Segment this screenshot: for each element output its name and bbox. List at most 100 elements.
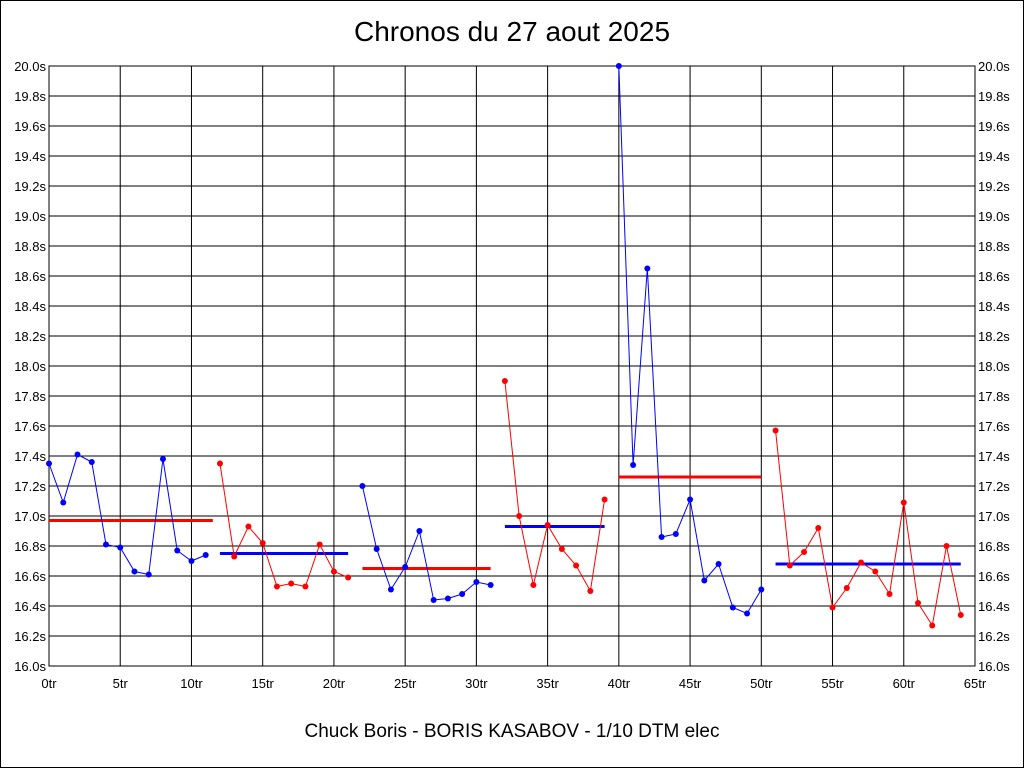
series-line	[361, 485, 491, 601]
data-point	[544, 522, 551, 528]
y-tick-label-left: 16.0s	[14, 659, 46, 674]
y-tick-label-left: 17.4s	[14, 449, 46, 464]
x-tick-label: 60tr	[893, 676, 916, 691]
data-point	[530, 582, 537, 588]
data-point	[601, 496, 608, 503]
y-tick-label-right: 17.2s	[978, 479, 1010, 494]
data-point	[416, 528, 423, 534]
data-point	[957, 612, 964, 618]
data-point	[259, 540, 266, 546]
data-point	[102, 541, 109, 548]
data-point	[373, 546, 380, 552]
y-tick-label-left: 18.2s	[14, 329, 46, 344]
data-point	[459, 591, 466, 597]
data-point	[644, 265, 651, 272]
x-tick-label: 25tr	[394, 676, 417, 691]
series-line	[48, 453, 206, 576]
y-tick-label-right: 16.8s	[978, 539, 1010, 554]
data-point	[687, 496, 694, 503]
data-point	[843, 585, 850, 591]
y-tick-label-left: 17.2s	[14, 479, 46, 494]
x-tick-label: 30tr	[465, 676, 488, 691]
y-tick-label-left: 19.2s	[14, 179, 46, 194]
y-tick-label-right: 17.4s	[978, 449, 1010, 464]
data-point	[88, 459, 95, 465]
y-tick-label-right: 19.8s	[978, 89, 1010, 104]
y-tick-label-left: 18.0s	[14, 359, 46, 374]
y-tick-label-right: 18.0s	[978, 359, 1010, 374]
data-point	[786, 562, 793, 569]
data-point	[288, 580, 295, 587]
y-tick-label-left: 19.8s	[14, 89, 46, 104]
y-tick-label-left: 16.4s	[14, 599, 46, 614]
y-tick-label-right: 16.2s	[978, 629, 1010, 644]
data-point	[117, 544, 124, 551]
data-point	[231, 553, 238, 560]
data-point	[516, 513, 523, 519]
data-point	[573, 562, 580, 569]
data-point	[330, 568, 337, 575]
chart-caption: Chuck Boris - BORIS KASABOV - 1/10 DTM e…	[304, 721, 720, 742]
plot-border	[48, 65, 976, 667]
y-tick-label-right: 20.0s	[978, 59, 1010, 74]
y-tick-label-left: 18.6s	[14, 269, 46, 284]
y-tick-label-left: 19.0s	[14, 209, 46, 224]
y-tick-label-right: 19.0s	[978, 209, 1010, 224]
y-tick-label-left: 17.6s	[14, 419, 46, 434]
data-point	[74, 451, 81, 458]
y-tick-label-right: 16.0s	[978, 659, 1010, 674]
data-point	[345, 574, 352, 581]
data-point	[60, 499, 67, 506]
y-tick-label-left: 18.8s	[14, 239, 46, 254]
data-point	[430, 597, 437, 603]
data-point	[744, 610, 751, 617]
y-tick-label-right: 18.8s	[978, 239, 1010, 254]
series-line	[219, 463, 349, 588]
data-point	[829, 604, 836, 611]
data-point	[501, 378, 508, 384]
data-point	[159, 456, 166, 462]
data-point	[273, 583, 280, 590]
data-point	[302, 583, 309, 590]
x-tick-label: 40tr	[608, 676, 631, 691]
data-point	[174, 547, 181, 554]
data-point	[245, 523, 252, 530]
data-point	[858, 559, 865, 566]
y-tick-label-left: 16.2s	[14, 629, 46, 644]
x-tick-label: 45tr	[679, 676, 702, 691]
data-point	[658, 534, 665, 540]
y-tick-label-right: 18.4s	[978, 299, 1010, 314]
data-point	[815, 525, 822, 531]
y-tick-label-left: 16.8s	[14, 539, 46, 554]
data-point	[943, 543, 950, 549]
x-tick-label: 20tr	[323, 676, 346, 691]
y-tick-label-left: 20.0s	[14, 59, 46, 74]
data-point	[473, 579, 480, 585]
y-tick-label-right: 17.6s	[978, 419, 1010, 434]
data-point	[188, 558, 195, 564]
data-point	[701, 577, 708, 584]
y-tick-label-left: 17.0s	[14, 509, 46, 524]
x-tick-label: 15tr	[251, 676, 274, 691]
data-point	[672, 531, 679, 537]
y-tick-label-right: 16.6s	[978, 569, 1010, 584]
y-tick-label-right: 19.2s	[978, 179, 1010, 194]
data-point	[202, 552, 209, 558]
data-point	[444, 595, 451, 602]
x-tick-label: 35tr	[536, 676, 559, 691]
data-point	[487, 582, 494, 588]
y-tick-label-right: 17.8s	[978, 389, 1010, 404]
data-point	[872, 568, 879, 575]
data-point	[558, 546, 565, 552]
data-point	[801, 549, 808, 555]
x-tick-label: 10tr	[180, 676, 203, 691]
y-tick-label-right: 19.4s	[978, 149, 1010, 164]
x-tick-label: 5tr	[113, 676, 129, 691]
y-tick-label-left: 19.6s	[14, 119, 46, 134]
x-tick-label: 0tr	[41, 676, 57, 691]
data-point	[587, 588, 594, 594]
data-point	[886, 591, 893, 597]
y-tick-label-right: 18.2s	[978, 329, 1010, 344]
